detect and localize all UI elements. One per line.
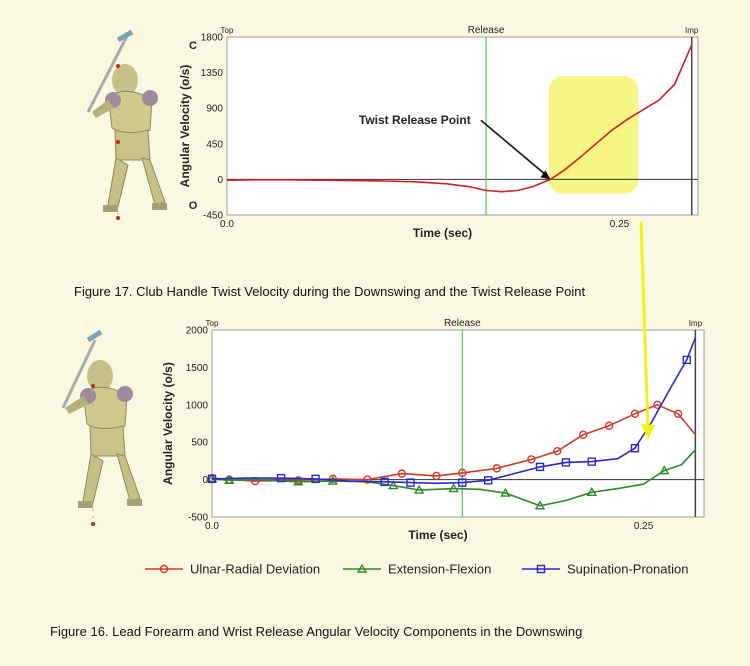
x-tick-label: 0.25 [610,219,630,230]
data-point [413,484,425,494]
overlay-arrow [639,221,655,440]
y-tick-label: 1350 [201,68,224,79]
data-point [293,476,304,486]
data-point [406,478,415,487]
y-tick-label: 450 [206,139,223,150]
figure-16-caption: Figure 16. Lead Forearm and Wrist Releas… [50,624,582,639]
data-point [630,409,640,418]
data-point [492,464,502,473]
data-point [458,478,467,487]
plot-area [211,329,705,518]
y-tick-label: -450 [203,211,223,222]
data-point [659,465,670,475]
data-point [527,455,536,464]
x-tick-label: 0.25 [634,521,654,532]
legend-marker [159,564,169,574]
legend-label: Ulnar-Radial Deviation [190,562,320,577]
data-point [432,471,441,481]
data-point [448,483,459,493]
side-letter-top: C [189,40,197,52]
x-tick-label: 0.0 [205,521,219,532]
y-tick-label: 1800 [201,33,224,44]
data-point [311,474,320,484]
legend-marker [536,564,546,574]
x-tick-label: 0.0 [220,219,234,230]
legend-label: Extension-Flexion [388,562,491,577]
data-point [586,486,597,497]
x-axis-label: Time (sec) [408,528,467,542]
series-line-1 [211,449,696,507]
y-tick-label: 2000 [186,326,209,337]
data-point [500,487,511,497]
x-axis-label: Time (sec) [413,226,472,240]
data-point [604,421,614,430]
y-tick-label: 500 [191,438,208,449]
data-point [553,446,562,456]
legend-label: Supination-Pronation [567,562,688,577]
marker-label-top: Top [221,26,234,35]
yellow-arrowhead [641,424,655,440]
side-letter-bottom: O [189,200,198,212]
y-tick-label: 0 [202,475,208,486]
marker-label-imp: Imp [685,26,699,35]
data-point [276,473,286,483]
highlight-band [548,76,639,194]
data-point [388,480,399,490]
marker-label-imp: Imp [689,319,703,328]
golfer-figure-bottom [61,329,142,526]
y-axis-label: Angular Velocity (o/s) [161,362,175,485]
y-tick-label: 1000 [186,400,209,411]
data-point [363,475,372,484]
chart-legend: Ulnar-Radial Deviation Extension-Flexion S… [145,562,688,577]
annotation-arrow [480,119,547,177]
y-axis-label: Angular Velocity (o/s) [178,65,192,188]
yellow-arrow-line [639,221,650,431]
golfer-figure-top [86,29,167,220]
data-point [380,477,389,487]
marker-label-top: Top [206,319,219,328]
data-point [224,474,235,485]
data-point [561,458,571,467]
annotation-text: Twist Release Point [359,113,471,127]
data-point [328,474,338,484]
data-point [578,430,588,439]
figure-17-caption: Figure 17. Club Handle Twist Velocity du… [74,284,586,299]
legend-marker [356,563,368,573]
data-point [207,474,217,484]
data-point [484,476,493,485]
marker-label-release: Release [444,318,481,329]
data-point [682,355,691,365]
y-tick-label: -500 [188,513,208,524]
marker-label-release: Release [468,25,505,36]
series-line-0 [226,44,693,193]
data-point [673,409,683,418]
data-point [535,462,545,472]
data-point [458,468,467,478]
y-tick-label: 1500 [186,363,209,374]
data-point [397,469,407,478]
data-point [534,500,546,510]
data-point [587,457,596,466]
y-tick-label: 900 [206,104,223,115]
annotation-arrowhead [540,170,551,180]
y-tick-label: 0 [217,175,223,186]
data-point [630,443,640,453]
